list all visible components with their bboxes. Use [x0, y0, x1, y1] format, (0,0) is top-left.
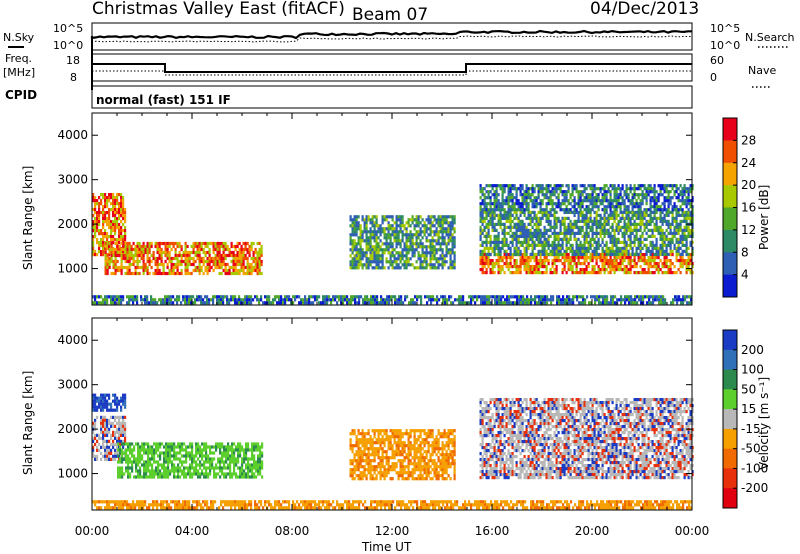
velocity-colorbar-label: Velocity [m s⁻¹]	[757, 377, 771, 470]
time-axis: 00:00 04:00 08:00 12:00 16:00 20:00 00:00	[75, 524, 710, 538]
freq-right-tick-top: 60	[710, 54, 724, 67]
colorbar-swatch	[723, 185, 737, 208]
noise-left-label: N.Sky	[3, 31, 35, 44]
colorbar-swatch	[723, 252, 737, 276]
data-region-6	[92, 500, 693, 510]
colorbar-tick-label: 28	[741, 133, 756, 147]
data-region-5	[479, 210, 694, 256]
ytick-label: 2000	[57, 217, 88, 231]
xtick-label: 16:00	[475, 524, 510, 538]
freq-left-tick-bottom: 8	[70, 71, 77, 84]
nsky-trace	[90, 29, 692, 40]
xtick-label: 08:00	[275, 524, 310, 538]
beam-title: Beam 07	[352, 5, 428, 25]
data-region-4	[479, 253, 694, 275]
noise-right-label: N.Search	[745, 31, 795, 44]
noise-right-tick-bottom: 10^0	[710, 39, 740, 52]
colorbar-tick-label: 24	[741, 156, 756, 170]
power-panel: 1000 2000 3000 4000	[57, 112, 694, 306]
date-title: 04/Dec/2013	[590, 0, 699, 19]
colorbar-tick-label: 50	[741, 382, 756, 396]
velocity-colorbar: 200 100 50 15 -15 -50 -100 -200	[722, 329, 768, 509]
cpid-panel-frame	[91, 85, 693, 109]
colorbar-swatch	[723, 229, 737, 253]
colorbar-swatch	[723, 118, 737, 141]
colorbar-tick-label: 12	[741, 223, 756, 237]
velocity-panel: 1000 2000 3000 4000	[57, 317, 694, 511]
colorbar-swatch	[723, 409, 737, 430]
freq-left-tick-top: 18	[66, 54, 80, 67]
colorbar-tick-label: 200	[741, 343, 764, 357]
data-region-1	[92, 393, 127, 412]
data-region-3	[349, 215, 456, 270]
colorbar-tick-label: -100	[741, 461, 768, 475]
noise-left-tick-top: 10^5	[53, 22, 83, 35]
colorbar-tick-label: -200	[741, 481, 768, 495]
noise-left-tick-bottom: 10^0	[53, 39, 83, 52]
colorbar-tick-label: 100	[741, 363, 764, 377]
xtick-label: 00:00	[75, 524, 110, 538]
power-colorbar: 28 24 20 16 12 8 4	[722, 117, 756, 298]
colorbar-tick-label: 4	[741, 268, 749, 282]
freq-left-label-2: [MHz]	[3, 66, 35, 79]
nave-label: Nave	[748, 64, 776, 77]
xtick-label: 00:00	[675, 524, 710, 538]
ytick-label: 1000	[57, 467, 88, 481]
velocity-ylabel: Slant Range [km]	[21, 371, 35, 475]
colorbar-swatch	[723, 369, 737, 390]
colorbar-swatch	[723, 274, 737, 298]
data-region-4	[349, 429, 456, 481]
freq-left-label-1: Freq.	[5, 52, 32, 65]
colorbar-tick-label: 20	[741, 178, 756, 192]
power-colorbar-label: Power [dB]	[757, 185, 771, 250]
station-title: Christmas Valley East (fitACF)	[92, 0, 345, 19]
ytick-label: 2000	[57, 422, 88, 436]
colorbar-swatch	[723, 488, 737, 509]
colorbar-tick-label: -15	[741, 422, 761, 436]
colorbar-swatch	[723, 349, 737, 371]
data-region-6	[479, 184, 694, 212]
colorbar-swatch	[723, 389, 737, 410]
colorbar-swatch	[723, 330, 737, 351]
xtick-label: 04:00	[175, 524, 210, 538]
cpid-mode-text: normal (fast) 151 IF	[96, 93, 231, 107]
xtick-label: 20:00	[575, 524, 610, 538]
colorbar-swatch	[723, 162, 737, 186]
ytick-label: 4000	[57, 333, 88, 347]
nave-trace	[92, 70, 692, 76]
colorbar-tick-label: 8	[741, 245, 749, 259]
ytick-label: 1000	[57, 262, 88, 276]
ytick-label: 3000	[57, 173, 88, 187]
data-region-2	[104, 241, 263, 276]
colorbar-tick-label: -50	[741, 442, 761, 456]
colorbar-tick-label: 15	[741, 402, 756, 416]
colorbar-swatch	[723, 428, 737, 450]
power-ylabel: Slant Range [km]	[21, 166, 35, 270]
ytick-label: 3000	[57, 378, 88, 392]
colorbar-tick-label: 16	[741, 201, 756, 215]
freq-panel-frame	[91, 53, 693, 82]
noise-right-tick-top: 10^5	[710, 22, 740, 35]
cpid-label: CPID	[5, 88, 37, 102]
freq-right-tick-bottom: 0	[710, 71, 717, 84]
colorbar-swatch	[723, 207, 737, 231]
colorbar-swatch	[723, 468, 737, 489]
freq-trace	[92, 63, 692, 73]
data-region-3	[117, 442, 264, 479]
xtick-label: 12:00	[375, 524, 410, 538]
colorbar-swatch	[723, 140, 737, 164]
xlabel: Time UT	[361, 540, 412, 554]
colorbar-swatch	[723, 448, 737, 469]
colorbar-frame	[722, 329, 738, 509]
data-region-5	[479, 398, 694, 480]
ytick-label: 4000	[57, 128, 88, 142]
